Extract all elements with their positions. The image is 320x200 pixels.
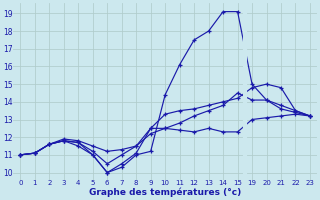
X-axis label: Graphe des températures (°c): Graphe des températures (°c) bbox=[89, 188, 241, 197]
